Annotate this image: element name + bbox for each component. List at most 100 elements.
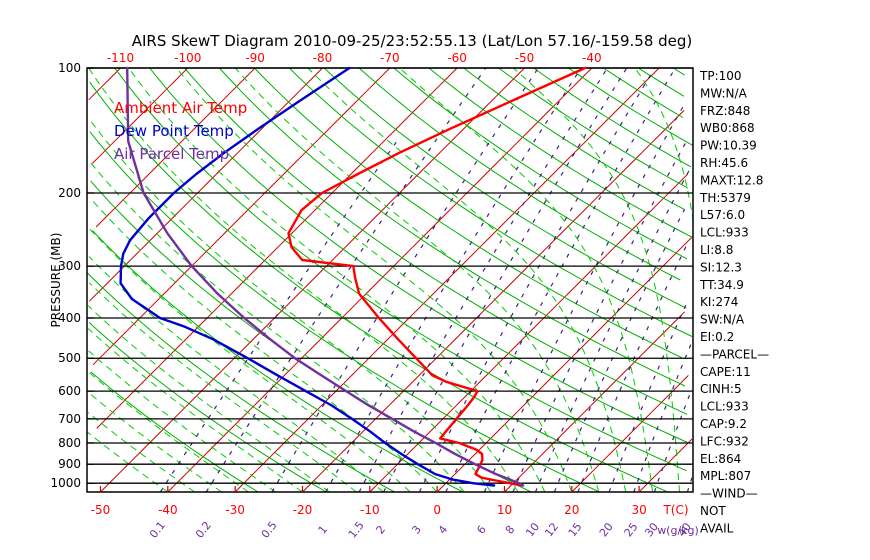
dry-adiabat-line: [568, 67, 694, 147]
moist-adiabat-line: [307, 67, 627, 493]
pressure-tick-label: 600: [58, 384, 81, 398]
bottom-temp-tick-label: 0: [433, 503, 441, 517]
isotherm-line: [88, 67, 121, 101]
top-temp-tick-label: -80: [313, 51, 333, 65]
isotherm-line: [95, 67, 256, 228]
index-value: TP:100: [699, 69, 742, 83]
index-value: MAXT:12.8: [700, 173, 763, 187]
isotherm-line: [96, 67, 458, 429]
parcel-section-header: —PARCEL—: [700, 347, 769, 361]
mixing-ratio-line: [418, 67, 656, 493]
mixing-ratio-line: [325, 67, 582, 493]
series-line: [119, 66, 496, 487]
wind-value: AVAIL: [700, 521, 734, 535]
top-temp-tick-label: -110: [107, 51, 134, 65]
top-temp-tick-label: -60: [447, 51, 467, 65]
temp-unit-label: T(C): [662, 503, 688, 517]
dry-adiabat-line: [672, 67, 685, 76]
legend-label-2: Dew Point Temp: [114, 122, 234, 140]
pressure-tick-label: 500: [58, 351, 81, 365]
pressure-tick-label: 100: [58, 61, 81, 75]
mixing-ratio-line: [653, 390, 692, 493]
isotherm-line: [92, 67, 391, 366]
legend-block: Ambient Air Temp Dew Point Temp Air Parcel…: [114, 99, 247, 163]
mixing-ratio-line: [271, 67, 539, 493]
isotherm-line: [369, 173, 689, 493]
index-value: TH:5379: [699, 191, 751, 205]
moist-adiabat-line: [87, 305, 330, 493]
dry-adiabat-line: [638, 67, 685, 97]
isotherm-line: [504, 311, 686, 493]
bottom-temp-tick-label: 10: [497, 503, 512, 517]
page-title: AIRS SkewT Diagram 2010-09-25/23:52:55.1…: [132, 32, 693, 50]
index-value: RH:45.6: [700, 156, 748, 170]
indices-sidebar: TP:100 MW:N/A FRZ:848 WB0:868 PW:10.39 RH:45.…: [699, 69, 769, 535]
top-temp-tick-label: -70: [380, 51, 400, 65]
moist-adiabat-line: [89, 282, 357, 493]
bottom-temp-tick-label: 30: [631, 503, 646, 517]
index-value: LCL:933: [700, 226, 749, 240]
index-value: SW:N/A: [700, 313, 745, 327]
dry-adiabat-line: [89, 81, 669, 493]
index-value: MW:N/A: [700, 86, 748, 100]
moist-adiabat-line: [87, 391, 222, 493]
dry-adiabat-line: [498, 67, 689, 189]
index-value: LI:8.8: [700, 243, 733, 257]
dry-adiabat-line: [358, 67, 681, 281]
mixing-ratio-line: [205, 67, 487, 493]
moist-adiabat-line: [87, 328, 303, 493]
moist-adiabat-line: [86, 370, 249, 493]
moist-adiabat-line: [89, 119, 492, 493]
plot-border: [86, 67, 694, 493]
top-temp-tick-label: -50: [515, 51, 535, 65]
legend-label-1: Ambient Air Temp: [114, 99, 247, 117]
moist-adiabat-line: [399, 67, 654, 493]
mixing-ratio-line: [633, 341, 693, 493]
bottom-temp-tick-label: -40: [158, 503, 178, 517]
mixing-ratio-line: [553, 208, 686, 493]
mixing-ratio-unit-label: w(g/kg): [657, 524, 699, 537]
wind-value: NOT: [700, 504, 726, 518]
bottom-temp-tick-label: 20: [564, 503, 579, 517]
index-value: SI:12.3: [700, 260, 742, 274]
isotherm-line: [92, 67, 189, 164]
dry-adiabat-line: [393, 67, 688, 260]
bottom-temp-tick-label: -50: [91, 503, 111, 517]
dry-adiabat-line: [288, 67, 693, 337]
parcel-value: CINH:5: [700, 382, 742, 396]
series-line: [126, 66, 525, 487]
parcel-value: LCL:933: [700, 400, 749, 414]
index-value: TT:34.9: [699, 278, 744, 292]
moist-adiabat-line: [128, 67, 546, 493]
dry-adiabat-line: [92, 230, 464, 493]
mixing-ratio-line: [686, 474, 694, 493]
moist-adiabat-line: [634, 67, 694, 222]
wind-section-header: —WIND—: [700, 487, 758, 501]
data-curves: [119, 66, 587, 487]
bottom-temp-tick-label: -10: [360, 503, 380, 517]
dry-adiabat-line: [149, 67, 688, 443]
bottom-temp-tick-label: -20: [293, 503, 313, 517]
isotherm-line: [167, 67, 593, 493]
moist-adiabat-line: [90, 198, 438, 493]
parcel-value: MPL:807: [700, 469, 751, 483]
mixing-ratio-line: [445, 67, 676, 493]
top-temp-tick-label: -40: [582, 51, 602, 65]
top-temp-tick-label: -90: [245, 51, 265, 65]
moist-adiabat-line: [88, 256, 384, 493]
pressure-tick-label: 700: [58, 412, 81, 426]
plot-frame: [86, 67, 694, 493]
dry-adiabat-line: [86, 272, 395, 493]
index-value: KI:274: [700, 295, 738, 309]
dry-adiabat-line: [90, 371, 259, 493]
dry-adiabat-line: [114, 67, 687, 472]
mixing-ratio-line: [383, 67, 628, 493]
legend-label-3: Air Parcel Temp: [114, 145, 229, 163]
moist-adiabat-line: [234, 67, 600, 493]
pressure-tick-label: 300: [58, 259, 81, 273]
isotherm-line: [88, 67, 323, 302]
